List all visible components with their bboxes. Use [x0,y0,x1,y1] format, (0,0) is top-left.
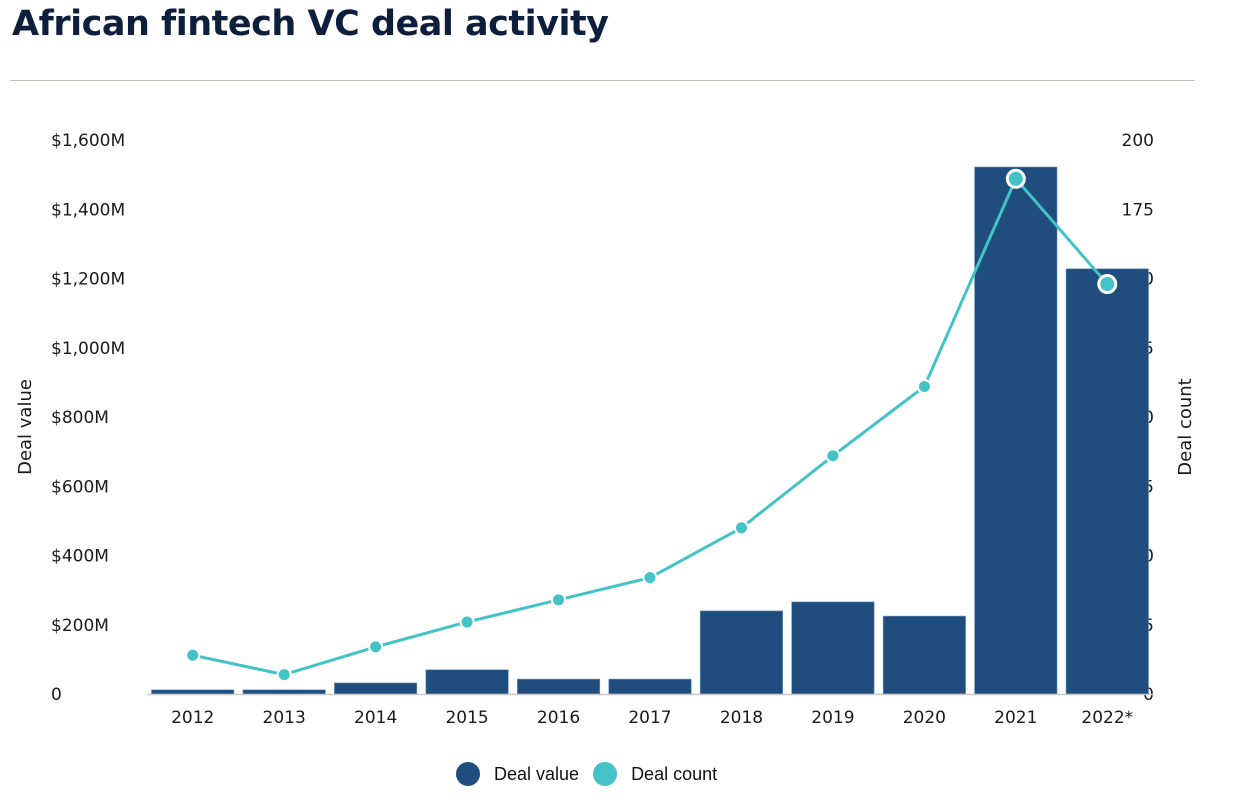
point-deal-count [916,379,932,395]
point-deal-count [642,570,658,586]
legend-swatch-deal-value [456,762,480,786]
x-tick-label: 2012 [171,708,214,728]
y-left-tick-label: $1,000M [51,339,125,359]
bar-deal-value [882,615,966,695]
legend-item-deal-count[interactable]: Deal count [593,762,717,786]
bar-series-deal-value [151,166,1149,695]
y-right-tick-label: 175 [1122,200,1154,220]
bar-deal-value [1065,268,1149,695]
y-left-tick-label: 0 [51,685,62,705]
y-left-tick-label: $800M [51,408,109,428]
x-tick-label: 2016 [537,708,580,728]
point-deal-count [1097,274,1118,295]
x-tick-label: 2020 [903,708,946,728]
line-series-deal-count [185,168,1118,683]
point-deal-count [276,667,292,683]
y-left-tick-label: $400M [51,547,109,567]
x-tick-label: 2021 [994,708,1037,728]
legend-label-deal-count: Deal count [631,763,718,784]
bar-deal-value [608,678,692,695]
y-right-tick-label: 200 [1122,131,1154,151]
y-left-tick-label: $1,200M [51,270,125,290]
bar-deal-value [242,689,326,695]
x-tick-label: 2019 [811,708,854,728]
y-left-tick-label: $600M [51,477,109,497]
legend-swatch-deal-count [593,762,618,786]
chart-title: African fintech VC deal activity [12,4,609,44]
y-left-axis: 0 $200M $400M $600M $800M $1,000M $1,200M $1,40… [51,131,125,705]
title-divider [10,80,1195,81]
x-tick-label: 2013 [263,708,306,728]
x-tick-label: 2022* [1081,708,1133,728]
y-left-axis-title: Deal value [15,379,36,475]
y-left-tick-label: $1,600M [51,131,125,151]
line-deal-count [192,177,1109,677]
y-left-tick-label: $200M [51,616,109,636]
point-deal-count [459,614,475,630]
y-left-tick-label: $1,400M [51,200,125,220]
point-deal-count [551,592,567,608]
bar-deal-value [517,678,601,695]
x-tick-label: 2017 [628,708,671,728]
bar-deal-value [791,601,875,695]
x-tick-label: 2015 [445,708,488,728]
point-deal-count [733,520,749,536]
point-deal-count [368,639,384,655]
point-deal-count [1005,168,1026,189]
x-tick-label: 2018 [720,708,763,728]
legend-label-deal-value: Deal value [494,763,580,784]
bar-deal-value [699,610,783,695]
point-deal-count [825,448,841,464]
legend-item-deal-value[interactable]: Deal value [456,762,579,786]
x-tick-label: 2014 [354,708,397,728]
y-right-axis-title: Deal count [1175,378,1196,475]
point-deal-count [185,647,201,663]
bar-deal-value [425,669,509,695]
legend: Deal value Deal count [456,762,731,786]
bar-deal-value [974,166,1058,695]
bar-deal-value [334,682,418,695]
x-axis: 2012 2013 2014 2015 2016 2017 2018 2019 2020 2021… [171,708,1133,728]
bar-deal-value [151,689,235,695]
